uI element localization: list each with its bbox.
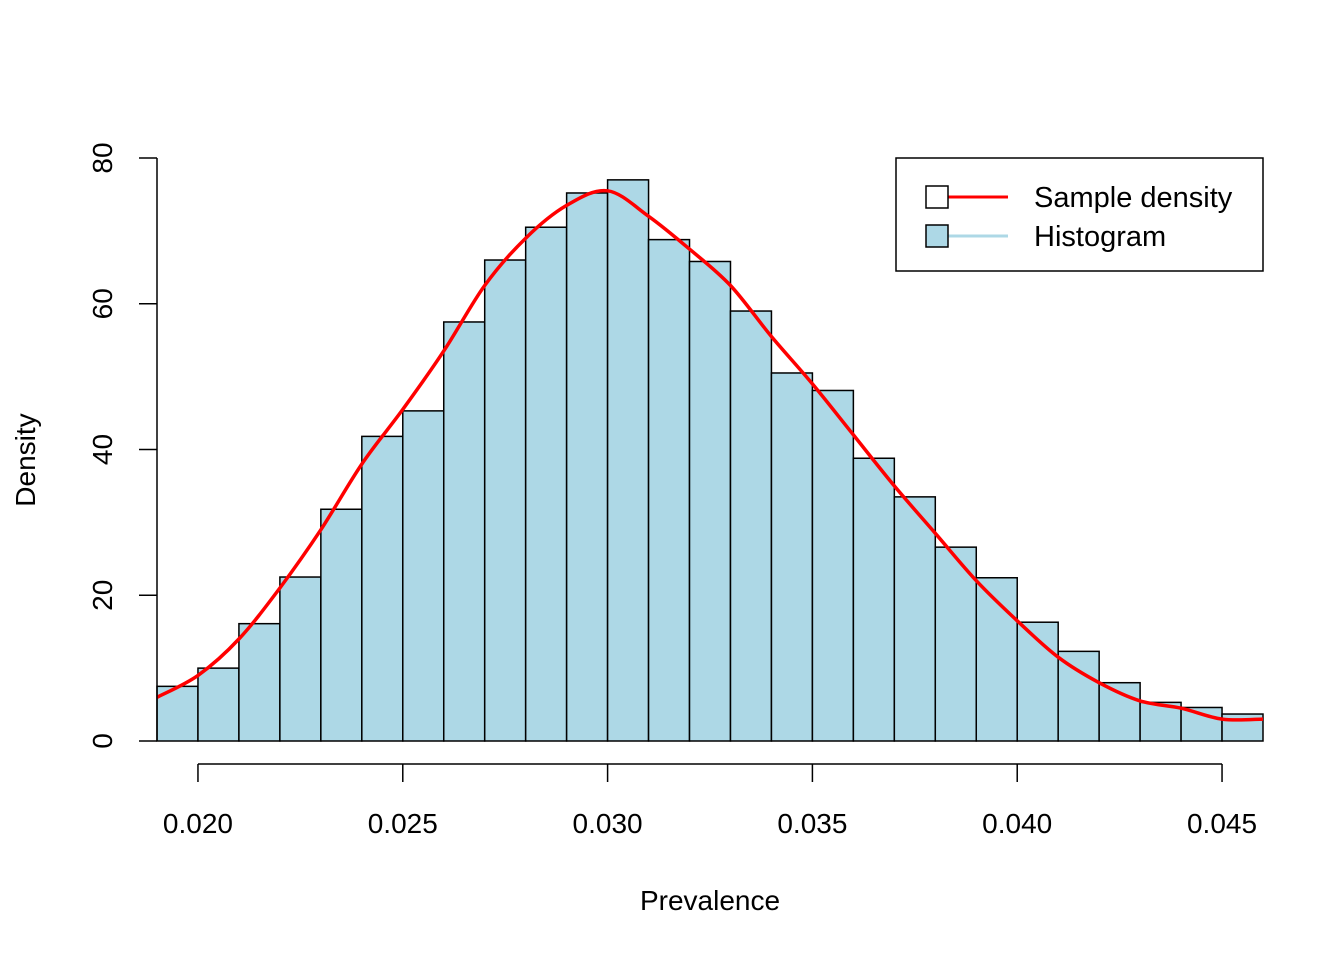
histogram-bar: [893, 496, 937, 742]
y-tick-label: 20: [87, 580, 118, 611]
y-axis-label: Density: [10, 413, 41, 506]
histogram-bar: [1057, 650, 1100, 742]
histogram-bar: [729, 310, 773, 742]
histogram-bar: [320, 508, 363, 742]
histogram-bar: [934, 546, 978, 742]
x-tick-label: 0.040: [982, 808, 1052, 839]
histogram-bar: [688, 260, 732, 742]
histogram-bars: [156, 179, 1264, 742]
legend-histogram-label: Histogram: [1034, 221, 1166, 253]
y-tick-label: 40: [87, 434, 118, 465]
x-axis-label: Prevalence: [640, 885, 780, 916]
x-tick-label: 0.030: [573, 808, 643, 839]
histogram-bar: [647, 238, 691, 742]
histogram-bar: [975, 577, 1018, 742]
histogram-bar: [1139, 701, 1182, 742]
x-tick-label: 0.025: [368, 808, 438, 839]
x-axis: 0.020 0.025 0.030 0.035 0.040 0.045: [163, 763, 1257, 839]
histogram-bar: [606, 179, 650, 742]
density-curve-group: [156, 188, 1264, 722]
x-tick-label: 0.035: [777, 808, 847, 839]
legend-density-box: [925, 185, 949, 209]
y-tick-label: 60: [87, 288, 118, 319]
histogram-bar: [811, 389, 855, 742]
histogram-bar: [852, 457, 896, 742]
y-tick-label: 0: [87, 733, 118, 749]
histogram-bar: [238, 622, 281, 742]
legend: Sample density Histogram: [895, 157, 1264, 272]
x-tick-label: 0.045: [1187, 808, 1257, 839]
legend-frame: [895, 157, 1264, 272]
y-tick-label: 80: [87, 142, 118, 173]
histogram-bar: [197, 667, 240, 742]
histogram-bar: [442, 321, 486, 742]
histogram-bar: [402, 410, 445, 742]
histogram-bar: [483, 259, 527, 742]
y-axis: 0 20 40 60 80: [87, 142, 158, 749]
histogram-bar: [279, 576, 322, 742]
legend-histogram-box: [925, 224, 949, 248]
density-curve-line: [156, 188, 1264, 722]
histogram-bar: [361, 435, 404, 742]
histogram-bar: [565, 192, 609, 742]
x-tick-label: 0.020: [163, 808, 233, 839]
histogram-bar: [524, 226, 568, 742]
histogram-bar: [770, 372, 814, 742]
legend-density-label: Sample density: [1034, 182, 1233, 214]
